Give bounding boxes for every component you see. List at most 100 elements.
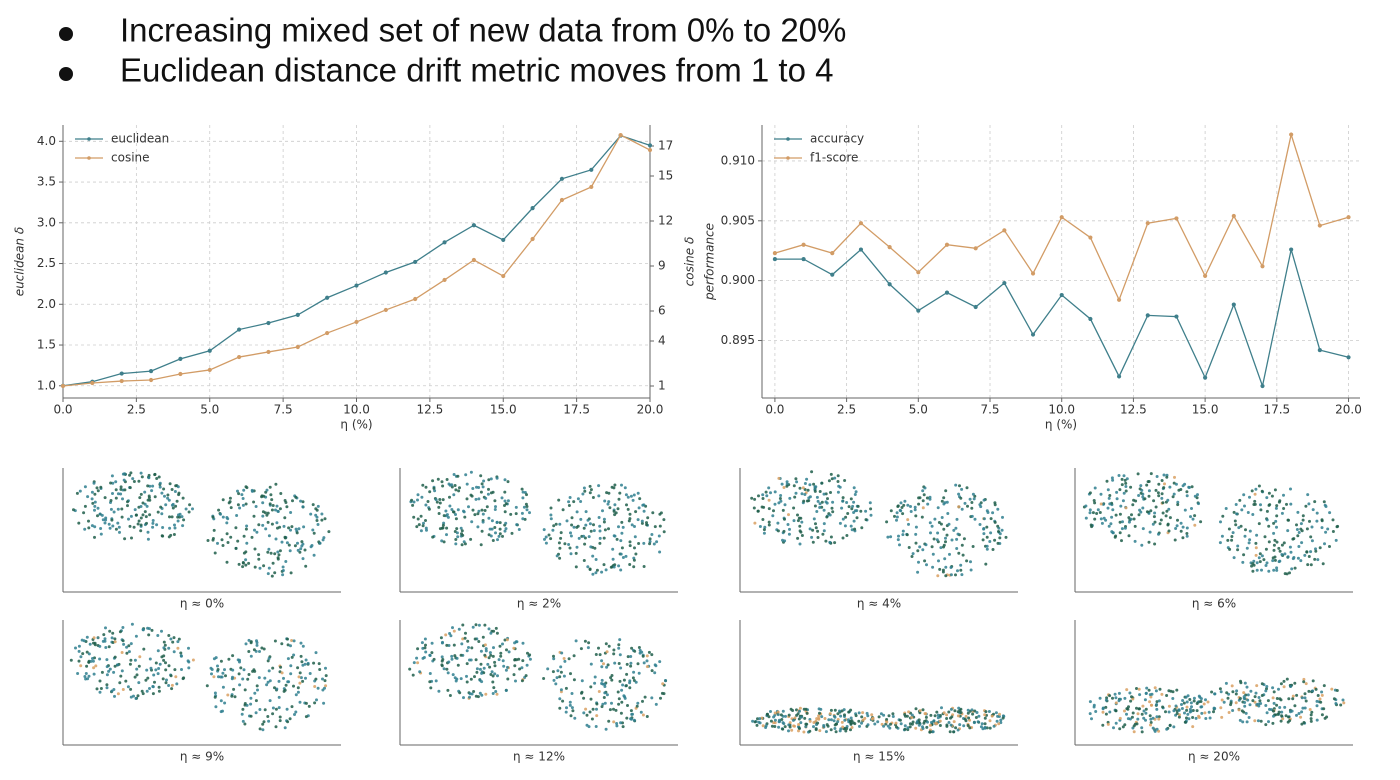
embedding-point — [960, 573, 964, 577]
embedding-point — [765, 494, 769, 498]
embedding-point — [1136, 712, 1140, 716]
embedding-point — [651, 511, 655, 515]
embedding-point — [473, 675, 476, 679]
embedding-point — [1150, 703, 1154, 707]
embedding-point — [113, 664, 117, 668]
embedding-point — [505, 648, 508, 652]
embedding-point — [941, 568, 945, 572]
embedding-point — [1315, 699, 1319, 703]
embedding-point — [1221, 514, 1225, 518]
embedding-point — [153, 680, 156, 684]
embedding-panel: η ≈ 12% — [399, 620, 678, 764]
embedding-point — [1254, 541, 1258, 545]
embedding-point — [954, 483, 958, 487]
embedding-point — [1309, 563, 1313, 567]
embedding-point — [1099, 502, 1103, 506]
embedding-point — [487, 478, 491, 482]
embedding-point — [827, 479, 831, 483]
embedding-point — [1254, 546, 1258, 550]
embedding-point — [850, 507, 854, 511]
embedding-point — [802, 499, 806, 503]
embedding-point — [424, 485, 428, 489]
embedding-point — [1127, 534, 1131, 538]
embedding-point — [632, 565, 636, 569]
embedding-point — [231, 675, 234, 679]
embedding-point — [245, 703, 249, 707]
embedding-point — [180, 668, 183, 671]
embedding-point — [225, 560, 229, 564]
embedding-point — [96, 514, 99, 518]
embedding-point — [281, 569, 285, 572]
embedding-point — [587, 641, 591, 645]
embedding-point — [798, 486, 802, 490]
embedding-point — [797, 717, 801, 721]
embedding-point — [593, 675, 597, 679]
embedding-point — [479, 662, 483, 666]
embedding-point — [236, 489, 239, 493]
embedding-point — [836, 474, 840, 478]
embedding-point — [1176, 500, 1180, 504]
embedding-point — [637, 646, 641, 649]
embedding-point — [1142, 709, 1146, 713]
embedding-point — [830, 506, 834, 510]
embedding-point — [1241, 720, 1245, 724]
embedding-point — [153, 495, 157, 499]
embedding-point — [891, 712, 895, 716]
embedding-point — [543, 537, 546, 541]
embedding-point — [654, 702, 658, 706]
embedding-point — [559, 665, 563, 669]
embedding-point — [1263, 535, 1267, 539]
embedding-point — [945, 717, 949, 720]
x-tick-label: 7.5 — [980, 403, 999, 417]
embedding-point — [634, 680, 638, 684]
embedding-point — [1129, 517, 1133, 521]
embedding-point — [818, 729, 822, 733]
embedding-point — [107, 645, 111, 649]
embedding-point — [1166, 523, 1170, 527]
embedding-point — [615, 724, 619, 728]
embedding-point — [901, 529, 905, 533]
embedding-point — [1167, 704, 1171, 708]
embedding-point — [589, 685, 593, 689]
embedding-point — [607, 644, 611, 648]
embedding-point — [818, 711, 821, 715]
embedding-point — [450, 485, 454, 489]
embedding-point — [841, 725, 845, 729]
embedding-point — [206, 539, 210, 542]
embedding-point — [1252, 559, 1256, 563]
embedding-point — [76, 672, 80, 675]
embedding-point — [948, 552, 951, 556]
embedding-point — [979, 725, 983, 729]
embedding-point — [1264, 547, 1268, 551]
embedding-point — [565, 519, 569, 523]
embedding-point — [944, 536, 947, 540]
embedding-point — [1111, 696, 1114, 700]
embedding-point — [857, 711, 861, 715]
embedding-point — [909, 505, 912, 508]
embedding-point — [1275, 697, 1279, 700]
embedding-point — [528, 653, 532, 657]
embedding-point — [761, 497, 765, 500]
embedding-point — [147, 627, 151, 631]
embedding-point — [626, 507, 630, 511]
embedding-point — [798, 709, 801, 713]
embedding-point — [589, 697, 593, 701]
embedding-point — [1328, 511, 1332, 515]
embedding-point — [929, 531, 932, 535]
embedding-point — [179, 651, 183, 655]
embedding-point — [753, 521, 757, 525]
embedding-point — [157, 667, 161, 670]
embedding-point — [214, 656, 218, 660]
embedding-point — [155, 523, 159, 527]
embedding-point — [1230, 538, 1234, 542]
embedding-point — [410, 498, 414, 502]
embedding-point — [852, 500, 856, 504]
embedding-point — [824, 539, 828, 543]
embedding-point — [304, 715, 308, 719]
embedding-point — [612, 652, 616, 656]
embedding-point — [121, 626, 125, 629]
embedding-point — [1300, 529, 1304, 533]
embedding-point — [307, 704, 311, 708]
embedding-point — [561, 699, 565, 703]
embedding-point — [246, 677, 250, 681]
